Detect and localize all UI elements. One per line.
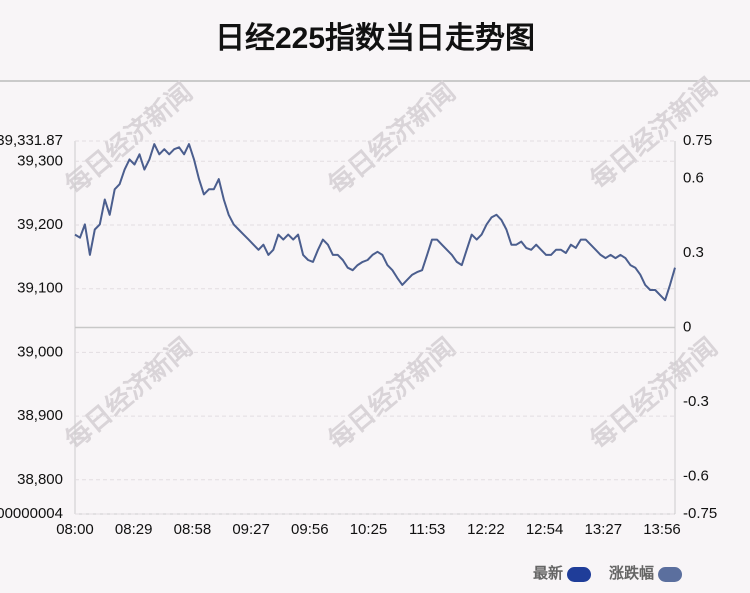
y2-tick-label: 0.3 bbox=[683, 244, 704, 261]
x-tick-label: 08:29 bbox=[115, 521, 153, 538]
legend-swatch bbox=[567, 567, 592, 582]
x-tick-label: 12:22 bbox=[467, 521, 505, 538]
x-tick-label: 11:53 bbox=[409, 521, 445, 538]
y-tick-label: 38,800 bbox=[17, 471, 63, 488]
x-tick-label: 13:56 bbox=[643, 521, 681, 538]
legend-swatch bbox=[658, 567, 683, 582]
x-tick-label: 10:25 bbox=[350, 521, 388, 538]
x-tick-label: 08:58 bbox=[174, 521, 212, 538]
chart-title: 日经225指数当日走势图 bbox=[215, 21, 535, 55]
y-tick-label: 39,000 bbox=[17, 343, 63, 360]
x-tick-label: 13:27 bbox=[585, 521, 623, 538]
x-tick-label: 09:56 bbox=[291, 521, 329, 538]
price-line bbox=[74, 143, 676, 302]
y-tick-label: 39,100 bbox=[17, 280, 63, 297]
y-tick-label: 39,331.87 bbox=[0, 132, 63, 149]
y-tick-label: 38,900 bbox=[17, 407, 63, 424]
y2-tick-label: -0.75 bbox=[683, 505, 717, 522]
y2-tick-label: -0.3 bbox=[683, 393, 709, 410]
y2-tick-label: 0.6 bbox=[683, 169, 704, 186]
legend-label: 最新 bbox=[533, 564, 563, 582]
legend-label: 涨跌幅 bbox=[609, 564, 654, 582]
y-tick-label: 39,300 bbox=[17, 152, 63, 169]
y-tick-label: 38,746.2900000004 bbox=[0, 505, 63, 522]
x-tick-label: 12:54 bbox=[526, 521, 564, 538]
y-tick-label: 39,200 bbox=[17, 216, 63, 233]
y2-tick-label: -0.6 bbox=[683, 468, 709, 485]
x-tick-label: 09:27 bbox=[232, 521, 270, 538]
x-tick-label: 08:00 bbox=[56, 521, 94, 538]
y2-tick-label: 0.75 bbox=[683, 132, 712, 149]
y2-tick-label: 0 bbox=[683, 318, 691, 335]
